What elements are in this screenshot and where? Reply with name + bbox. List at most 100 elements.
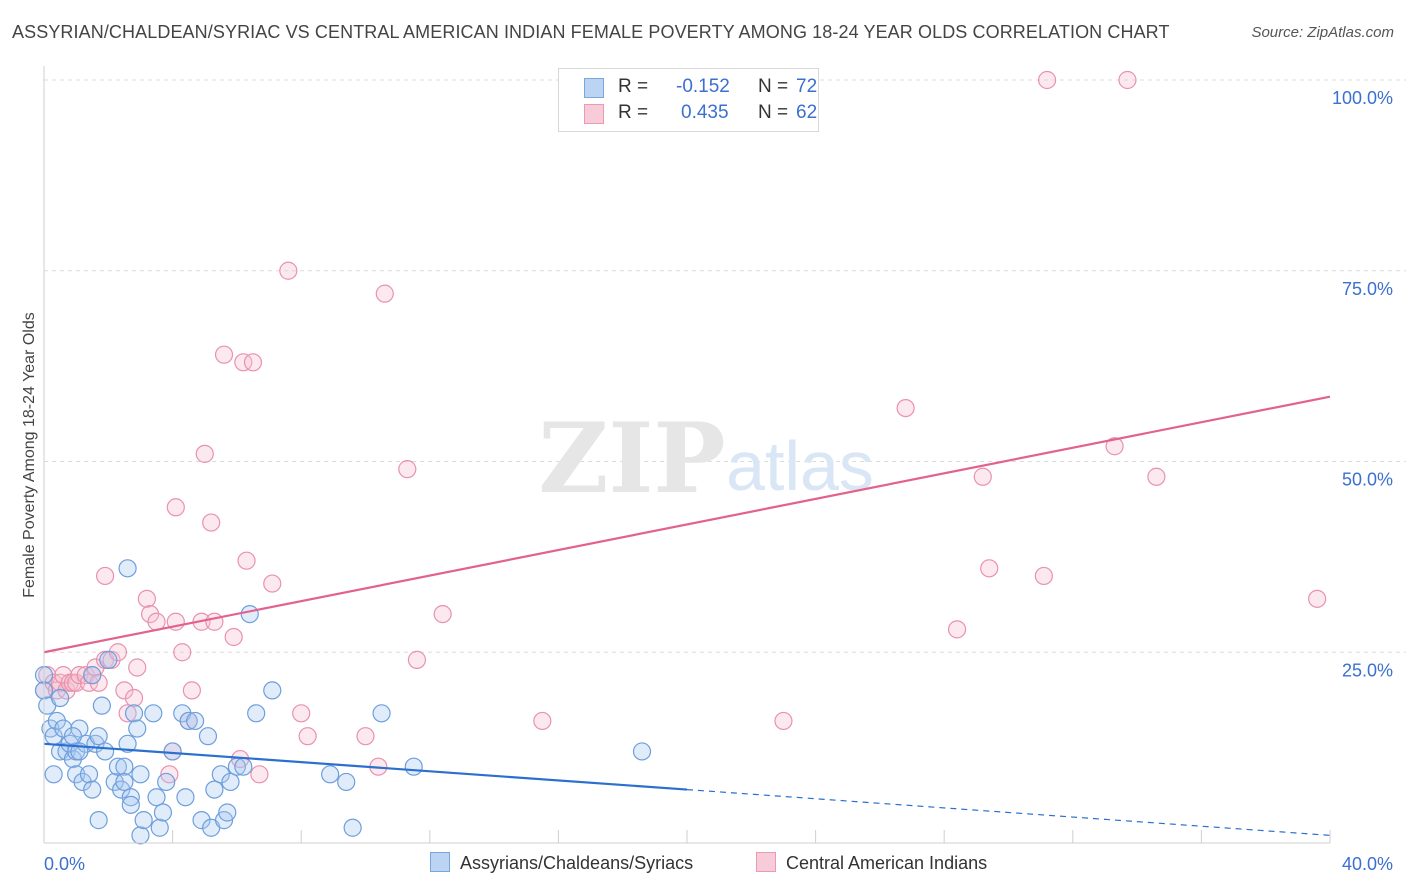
data-point-central-american [124, 688, 144, 708]
bottom-legend-swatch-blue [430, 852, 450, 872]
data-point-central-american [166, 498, 185, 517]
data-point-assyrians [144, 704, 163, 723]
data-point-assyrians [83, 666, 102, 685]
data-point-central-american [1147, 467, 1166, 486]
data-point-central-american [128, 658, 147, 677]
trend-lines [43, 395, 1331, 836]
bottom-legend-label: Assyrians/Chaldeans/Syriacs [460, 853, 694, 873]
data-point-central-american [173, 643, 192, 662]
data-point-assyrians [128, 719, 147, 738]
data-point-assyrians [218, 803, 237, 822]
data-point-central-american [182, 681, 201, 700]
data-point-central-american [1037, 70, 1057, 90]
data-point-central-american [375, 284, 394, 303]
data-point-assyrians [321, 765, 340, 784]
data-point-assyrians [92, 696, 111, 715]
data-point-assyrians [186, 711, 205, 731]
data-point-assyrians [632, 742, 652, 761]
y-tick-label: 50.0% [1342, 470, 1393, 490]
data-point-assyrians [147, 788, 166, 807]
bottom-legend-swatch-pink [756, 852, 776, 872]
data-point-central-american [1308, 589, 1327, 608]
data-point-assyrians [67, 765, 86, 784]
data-point-assyrians [89, 811, 108, 830]
data-point-assyrians [404, 757, 423, 776]
data-point-assyrians [134, 811, 153, 830]
data-point-assyrians [131, 826, 150, 845]
data-point-assyrians [179, 711, 198, 731]
legend-r-label: R = [618, 102, 649, 123]
data-point-central-american [279, 261, 298, 280]
data-point-assyrians [205, 780, 224, 799]
data-point-assyrians [105, 772, 124, 792]
data-point-central-american [95, 566, 115, 586]
grid-layer: 25.0% 50.0% 75.0% 100.0% [44, 79, 1406, 680]
data-point-assyrians [131, 765, 150, 784]
data-point-central-american [973, 467, 992, 486]
data-point-central-american [202, 513, 221, 532]
data-point-assyrians [192, 811, 211, 830]
data-point-central-american [407, 650, 427, 669]
data-point-central-american [237, 551, 256, 570]
y-tick-label: 100.0% [1332, 88, 1393, 108]
data-point-central-american [1034, 566, 1053, 586]
data-point-central-american [1118, 70, 1137, 90]
data-point-central-american [115, 681, 134, 700]
data-point-assyrians [115, 772, 134, 792]
chart-title: ASSYRIAN/CHALDEAN/SYRIAC VS CENTRAL AMER… [12, 22, 1170, 42]
data-point-assyrians [83, 780, 102, 799]
data-point-central-american [947, 620, 967, 639]
legend-r-value: -0.152 [676, 76, 730, 97]
data-point-assyrians [234, 757, 253, 776]
data-point-assyrians [118, 559, 137, 578]
data-point-central-american [118, 704, 137, 723]
data-point-assyrians [121, 788, 140, 807]
x-tick-label-max: 40.0% [1342, 854, 1393, 874]
data-point-assyrians [47, 711, 66, 731]
bottom-legend-assyrians: Assyrians/Chaldeans/Syriacs [430, 852, 693, 874]
data-point-central-american [250, 765, 269, 784]
trend-line-assyrians [43, 742, 688, 791]
data-point-central-american [433, 604, 452, 624]
data-point-assyrians [63, 727, 83, 746]
data-point-assyrians [240, 604, 259, 624]
data-point-assyrians [263, 681, 282, 700]
legend-n-value: 72 [796, 76, 818, 97]
data-point-assyrians [150, 818, 169, 837]
axes: 0.0% 40.0% [43, 66, 1393, 874]
data-point-central-american [1105, 437, 1124, 456]
data-point-central-american [896, 398, 915, 418]
data-point-assyrians [79, 765, 99, 784]
data-point-assyrians [44, 765, 63, 784]
data-point-assyrians [70, 719, 89, 738]
data-point-central-american [774, 711, 793, 731]
correlation-legend: R = -0.152 N = 72 R = 0.435 N = 62 [558, 68, 819, 132]
watermark-atlas: atlas [726, 427, 874, 505]
data-point-assyrians [73, 772, 92, 792]
bottom-legend-label: Central American Indians [786, 853, 988, 873]
data-point-assyrians [337, 772, 356, 792]
data-point-central-american [356, 727, 375, 746]
data-point-assyrians [95, 742, 115, 761]
data-point-central-american [234, 353, 253, 372]
data-point-central-american [205, 612, 224, 631]
legend-n-label: N = [758, 102, 789, 123]
data-point-central-american [298, 727, 317, 746]
data-point-assyrians [50, 688, 70, 708]
y-axis-label: Female Poverty Among 18-24 Year Olds [21, 312, 38, 598]
trend-line-assyrians-extrapolated [686, 788, 1331, 836]
data-point-assyrians [211, 765, 230, 784]
data-point-central-american [137, 589, 156, 608]
data-point-assyrians [108, 757, 128, 776]
data-point-assyrians [157, 772, 176, 792]
data-point-central-american [89, 673, 108, 692]
data-point-assyrians [372, 704, 391, 723]
data-point-central-american [263, 574, 282, 593]
data-point-assyrians [343, 818, 362, 837]
x-tick-label-min: 0.0% [44, 854, 85, 874]
legend-swatch-blue [584, 78, 604, 98]
data-point-assyrians [124, 704, 144, 723]
data-point-central-american [140, 604, 160, 624]
data-point-assyrians [153, 803, 173, 822]
data-point-assyrians [118, 734, 137, 753]
